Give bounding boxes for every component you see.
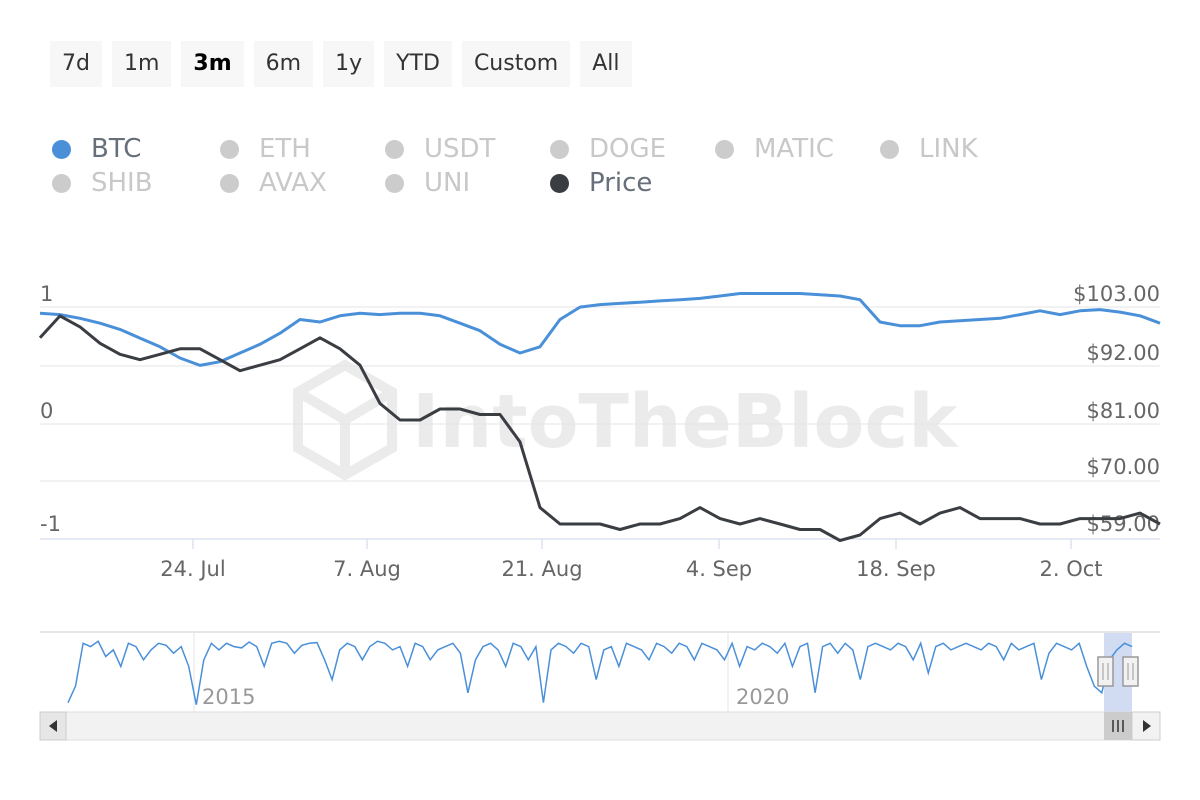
y-left-tick-label: 0 bbox=[40, 399, 53, 423]
legend-item-link[interactable]: LINK bbox=[880, 134, 978, 164]
legend-label: MATIC bbox=[754, 134, 834, 164]
grid bbox=[40, 306, 1160, 482]
legend-label: BTC bbox=[91, 134, 142, 164]
y-right-tick-label: $92.00 bbox=[1087, 341, 1160, 365]
legend-label: UNI bbox=[424, 168, 471, 198]
watermark: IntoTheBlock bbox=[293, 359, 959, 481]
navigator-series-line bbox=[67, 640, 1133, 705]
legend-item-btc[interactable]: BTC bbox=[52, 134, 141, 164]
navigator-label: 2015 bbox=[202, 685, 255, 709]
arrow-left-icon bbox=[49, 720, 57, 732]
scrollbar[interactable] bbox=[39, 711, 1161, 741]
range-1m-button[interactable]: 1m bbox=[111, 41, 172, 87]
scrollbar-left-button[interactable] bbox=[39, 711, 67, 741]
x-tick-label: 2. Oct bbox=[1039, 557, 1102, 581]
legend-dot-icon bbox=[385, 173, 404, 193]
legend-label: ETH bbox=[259, 134, 311, 164]
y-right-tick-label: $103.00 bbox=[1073, 282, 1160, 306]
legend-item-shib[interactable]: SHIB bbox=[52, 168, 153, 198]
legend-label: DOGE bbox=[589, 134, 667, 164]
y-right-tick-label: $81.00 bbox=[1087, 399, 1160, 423]
x-tick-label: 7. Aug bbox=[333, 557, 401, 581]
legend-item-eth[interactable]: ETH bbox=[220, 134, 311, 164]
y-axis-right: $103.00 $92.00 $81.00 $70.00 $59.00 bbox=[1073, 282, 1160, 536]
range-selector: 7d 1m 3m 6m 1y YTD Custom All bbox=[50, 41, 632, 87]
y-left-tick-label: -1 bbox=[40, 512, 61, 536]
legend-label: SHIB bbox=[91, 168, 153, 198]
y-left-tick-label: 1 bbox=[40, 282, 53, 306]
legend-label: LINK bbox=[919, 134, 978, 164]
legend-label: AVAX bbox=[259, 168, 327, 198]
legend-dot-icon bbox=[550, 139, 569, 159]
series-line-btc bbox=[39, 292, 1161, 367]
range-3m-button[interactable]: 3m bbox=[181, 41, 244, 87]
legend-dot-icon bbox=[550, 173, 569, 193]
legend-label: Price bbox=[589, 168, 653, 198]
legend-item-matic[interactable]: MATIC bbox=[715, 134, 834, 164]
range-7d-button[interactable]: 7d bbox=[50, 41, 102, 87]
range-custom-button[interactable]: Custom bbox=[461, 41, 571, 87]
legend-item-price[interactable]: Price bbox=[550, 168, 652, 198]
legend-dot-icon bbox=[220, 173, 239, 193]
range-6m-button[interactable]: 6m bbox=[253, 41, 314, 87]
legend-label: USDT bbox=[424, 134, 496, 164]
navigator: 2015 2020 bbox=[40, 631, 1160, 712]
legend-dot-icon bbox=[220, 139, 239, 159]
x-tick-label: 21. Aug bbox=[501, 557, 582, 581]
watermark-logo-icon bbox=[293, 359, 397, 481]
navigator-label: 2020 bbox=[736, 685, 789, 709]
range-ytd-button[interactable]: YTD bbox=[384, 41, 452, 87]
arrow-right-icon bbox=[1143, 720, 1151, 732]
scrollbar-track[interactable] bbox=[39, 711, 1161, 741]
x-tick-label: 24. Jul bbox=[160, 557, 225, 581]
range-all-button[interactable]: All bbox=[580, 41, 632, 87]
watermark-text: IntoTheBlock bbox=[412, 379, 959, 465]
legend-item-doge[interactable]: DOGE bbox=[550, 134, 666, 164]
legend-item-avax[interactable]: AVAX bbox=[220, 168, 327, 198]
y-right-tick-label: $70.00 bbox=[1087, 455, 1160, 479]
legend-item-usdt[interactable]: USDT bbox=[385, 134, 495, 164]
legend-dot-icon bbox=[52, 139, 71, 159]
x-tick-label: 18. Sep bbox=[856, 557, 936, 581]
y-axis-left: 1 0 -1 bbox=[40, 282, 61, 536]
x-axis: 24. Jul 7. Aug 21. Aug 4. Sep 18. Sep 2.… bbox=[160, 539, 1103, 581]
series-line-price bbox=[38, 314, 1161, 542]
x-tick-label: 4. Sep bbox=[686, 557, 752, 581]
navigator-handle-left[interactable] bbox=[1097, 656, 1114, 687]
navigator-handle-right[interactable] bbox=[1122, 656, 1139, 687]
legend-dot-icon bbox=[385, 139, 404, 159]
y-right-tick-label: $59.00 bbox=[1087, 512, 1160, 536]
grip-icon bbox=[1112, 720, 1124, 732]
legend-dot-icon bbox=[880, 139, 899, 159]
legend-dot-icon bbox=[52, 173, 71, 193]
legend-item-uni[interactable]: UNI bbox=[385, 168, 470, 198]
range-1y-button[interactable]: 1y bbox=[323, 41, 375, 87]
legend-dot-icon bbox=[715, 139, 734, 159]
